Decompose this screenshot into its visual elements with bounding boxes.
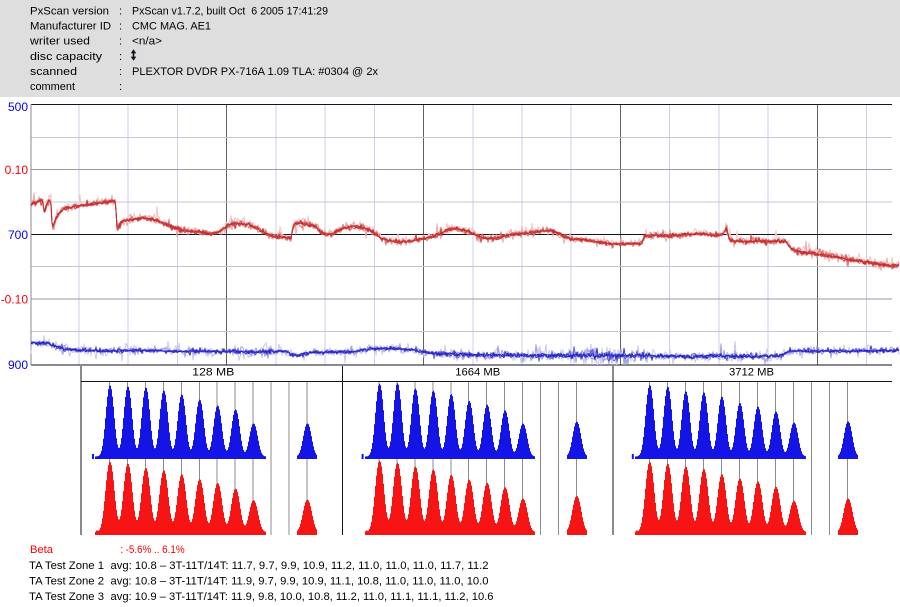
svg-text:PxScan v1.7.2, built Oct 6 20: PxScan v1.7.2, built Oct 6 2005 17:41:29 (132, 6, 328, 18)
svg-text:700: 700 (8, 228, 28, 242)
svg-text:avg: 10.8 – 3T-11T/14T: 11.9,: avg: 10.8 – 3T-11T/14T: 11.9, 9.7, 9.9, … (111, 575, 489, 587)
svg-text:3712 MB: 3712 MB (729, 367, 774, 379)
svg-text:<n/a>: <n/a> (132, 36, 162, 48)
svg-text:PLEXTOR DVDR PX-716A 1.09 TLA:: PLEXTOR DVDR PX-716A 1.09 TLA: #0304 @ 2… (132, 66, 378, 78)
svg-text::: : (119, 81, 122, 93)
svg-text:Beta: Beta (30, 544, 54, 556)
svg-text:-5.6% .. 6.1%: -5.6% .. 6.1% (126, 544, 185, 556)
svg-text:TA Test Zone 1: TA Test Zone 1 (29, 560, 104, 572)
svg-text:scanned: scanned (30, 66, 77, 78)
svg-text::: : (119, 51, 122, 63)
svg-text::: : (119, 21, 122, 33)
svg-text::: : (119, 36, 122, 48)
svg-text:TA Test Zone 2: TA Test Zone 2 (29, 575, 104, 587)
svg-text:comment: comment (30, 81, 75, 93)
svg-text::: : (119, 6, 122, 18)
svg-text:CMC MAG. AE1: CMC MAG. AE1 (132, 21, 211, 33)
svg-text::: : (119, 66, 122, 78)
svg-text:-0.10: -0.10 (1, 293, 29, 307)
svg-text::: : (120, 544, 123, 556)
svg-text:Manufacturer ID: Manufacturer ID (30, 21, 111, 33)
svg-text:avg: 10.8 – 3T-11T/14T: 11.7,: avg: 10.8 – 3T-11T/14T: 11.7, 9.7, 9.9, … (111, 560, 489, 572)
svg-text:PxScan version: PxScan version (30, 6, 109, 18)
svg-text:128 MB: 128 MB (192, 367, 234, 379)
svg-text:500: 500 (8, 100, 28, 114)
svg-text:1664 MB: 1664 MB (455, 367, 500, 379)
svg-text:avg: 10.9 – 3T-11T/14T: 11.9,: avg: 10.9 – 3T-11T/14T: 11.9, 9.8, 10.0,… (111, 591, 494, 603)
svg-text:TA Test Zone 3: TA Test Zone 3 (29, 591, 104, 603)
svg-text:900: 900 (8, 358, 28, 372)
svg-text:0.10: 0.10 (5, 163, 29, 177)
svg-text:disc capacity: disc capacity (30, 51, 103, 63)
svg-text:writer used: writer used (29, 36, 90, 48)
